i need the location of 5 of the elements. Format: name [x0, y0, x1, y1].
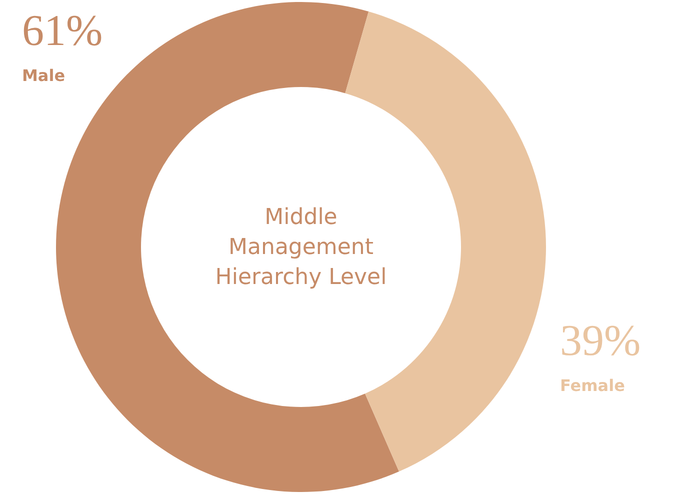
data-label: 61%: [22, 6, 103, 55]
slice-label: Female: [560, 376, 626, 395]
slice-label: Male: [22, 66, 66, 85]
data-label: 39%: [560, 316, 641, 365]
text: Middle Management Hierarchy Level: [215, 205, 387, 290]
